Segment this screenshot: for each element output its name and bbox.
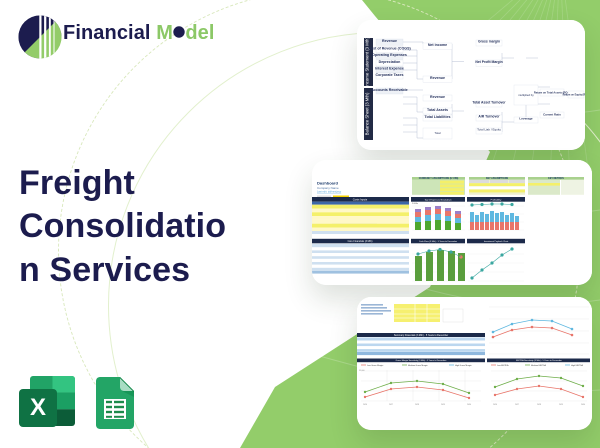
svg-text:Total Liabilities: Total Liabilities [425,115,451,119]
svg-text:2030: 2030 [467,404,471,406]
svg-text:Leverage: Leverage [519,117,533,121]
svg-text:Depreciation: Depreciation [379,60,401,64]
svg-text:Core Financials (3 Mth): Core Financials (3 Mth) [348,240,373,243]
svg-text:€ 000s: € 000s [412,203,418,205]
svg-text:KEY ASSUMPTIONS: KEY ASSUMPTIONS [486,177,509,180]
svg-text:Gross margin: Gross margin [478,40,500,44]
svg-text:X: X [30,394,46,421]
svg-text:Gross Margin Sensitivity (3 Mt: Gross Margin Sensitivity (3 Mth) - 5 Yea… [396,359,447,362]
svg-text:Medium EBITDA: Medium EBITDA [531,364,547,367]
svg-text:multiplied by: multiplied by [518,93,534,97]
svg-text:2027: 2027 [389,404,393,406]
svg-text:2030: 2030 [581,404,585,406]
svg-text:Total: Total [435,131,441,135]
svg-text:Accounts Receivable: Accounts Receivable [371,88,407,92]
svg-text:Interest Expense: Interest Expense [375,66,404,70]
svg-text:Net income: Net income [428,43,447,47]
svg-text:Balance Sheet (3 Mth): Balance Sheet (3 Mth) [365,92,370,135]
svg-text:2026: 2026 [493,404,497,406]
svg-text:Revenue: Revenue [382,39,397,43]
svg-text:Medium Gross Margin: Medium Gross Margin [408,365,428,367]
svg-text:2027: 2027 [515,404,519,406]
svg-text:Low EBITDA: Low EBITDA [497,364,509,367]
svg-text:Top 5 Expenses Breakdown: Top 5 Expenses Breakdown [424,198,452,201]
svg-text:35,000: 35,000 [359,370,365,372]
svg-text:A/R Turnover: A/R Turnover [478,115,500,119]
svg-text:Company Name: Company Name [317,186,339,190]
svg-text:Profitability: Profitability [491,198,503,201]
svg-text:2029: 2029 [441,404,445,406]
svg-text:2026: 2026 [363,404,367,406]
svg-text:Income Statement (3 Mth): Income Statement (3 Mth) [365,37,370,87]
svg-text:Low Gross Margin: Low Gross Margin [367,365,383,367]
svg-text:Last edit: dd/mm/yyyy: Last edit: dd/mm/yyyy [317,191,342,194]
svg-text:Total Liab / Equity: Total Liab / Equity [477,128,501,132]
svg-text:High EBITDA: High EBITDA [571,364,584,367]
svg-text:Total Asset Turnover: Total Asset Turnover [472,101,506,105]
svg-text:Summary Financials (3 Mth) - 5: Summary Financials (3 Mth) - 5 Years to … [394,334,449,337]
svg-text:High Gross Margin: High Gross Margin [455,365,472,367]
svg-text:Operating Expenses: Operating Expenses [372,53,407,57]
svg-text:2029: 2029 [559,404,563,406]
svg-text:Net Profit Margin: Net Profit Margin [475,60,502,64]
svg-text:Current Ratio: Current Ratio [543,113,561,117]
svg-text:Cost of Revenue (COGS): Cost of Revenue (COGS) [368,46,411,50]
svg-text:CURRENCY ASSUMPTIONS (€/ US$): CURRENCY ASSUMPTIONS (€/ US$) [419,177,459,180]
svg-text:Cash Flow (3 Mth) - 5 Years to: Cash Flow (3 Mth) - 5 Years to December [419,240,458,243]
svg-text:Revenue: Revenue [430,95,445,99]
svg-text:Investment Payback Chart: Investment Payback Chart [484,240,509,243]
svg-text:EBITDA Sensitivity (3 Mth) - 5: EBITDA Sensitivity (3 Mth) - 5 Years to … [516,359,562,362]
svg-text:Corporate Taxes: Corporate Taxes [375,73,403,77]
svg-text:2028: 2028 [415,404,419,406]
svg-text:Return on Equity (ROE): Return on Equity (ROE) [563,93,585,96]
svg-text:2028: 2028 [537,404,541,406]
svg-text:Revenue: Revenue [430,76,445,80]
svg-text:Costs Inputs: Costs Inputs [353,197,368,201]
svg-text:Dashboard: Dashboard [317,181,338,186]
svg-text:Total Assets: Total Assets [427,108,448,112]
